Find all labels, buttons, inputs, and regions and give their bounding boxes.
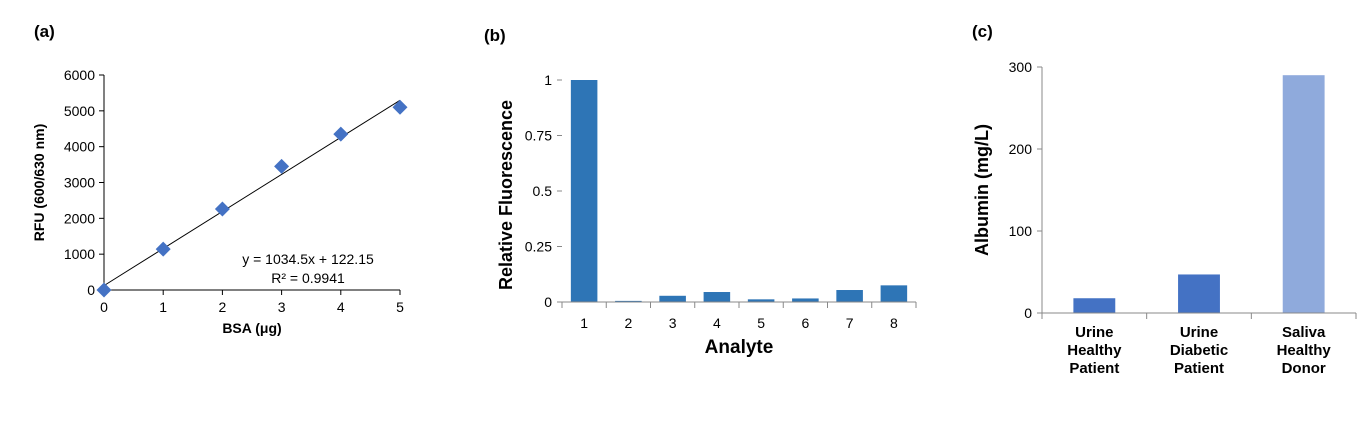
x-tick-label: 6 xyxy=(801,315,809,331)
bar xyxy=(792,298,819,302)
x-tick-label: 5 xyxy=(757,315,765,331)
x-tick-label: Patient xyxy=(1069,360,1119,377)
x-tick-label: Urine xyxy=(1075,324,1113,341)
r-squared-label: R² = 0.9941 xyxy=(271,270,345,286)
bar xyxy=(1282,75,1325,313)
x-tick-label: Patient xyxy=(1174,360,1224,377)
data-point xyxy=(274,158,290,174)
x-tick-label: Donor xyxy=(1282,360,1326,377)
panel-c: (c) 0 100 200 300 Urine Healthy Patient Urine Di… xyxy=(920,0,1361,416)
data-point xyxy=(392,99,408,115)
y-tick-label: 6000 xyxy=(64,67,95,83)
x-tick-label: Healthy xyxy=(1067,342,1122,359)
bar xyxy=(659,295,686,302)
data-point xyxy=(155,241,171,257)
bar xyxy=(703,292,731,302)
x-tick-label: 3 xyxy=(669,315,677,331)
bar xyxy=(880,285,908,302)
x-axis-title: Analyte xyxy=(705,337,774,358)
y-tick-label: 100 xyxy=(1009,223,1033,239)
panel-label-b: (b) xyxy=(484,26,506,45)
y-tick-label: 0 xyxy=(87,282,95,298)
y-tick-label: 4000 xyxy=(64,139,95,155)
y-tick-label: 0.75 xyxy=(525,128,552,144)
y-tick-label: 2000 xyxy=(64,210,95,226)
x-tick-label: 2 xyxy=(219,299,227,315)
y-tick-label: 200 xyxy=(1009,141,1033,157)
panel-b: (b) 0 0.25 0.5 0.75 1 1 2 3 4 5 6 7 8 Analyte Relative… xyxy=(450,0,920,416)
x-tick-label: Saliva xyxy=(1282,324,1326,341)
y-tick-label: 0.5 xyxy=(533,183,553,199)
y-axis-title: RFU (600/630 nm) xyxy=(31,124,47,241)
y-tick-label: 1 xyxy=(544,72,552,88)
x-tick-label: 4 xyxy=(713,315,721,331)
bar xyxy=(1073,298,1116,313)
x-tick-label: 8 xyxy=(890,315,898,331)
chart-c: 0100200300UrineHealthyPatientUrineDiabet… xyxy=(972,59,1357,377)
y-tick-label: 5000 xyxy=(64,103,95,119)
y-tick-label: 300 xyxy=(1009,59,1033,75)
x-tick-label: 1 xyxy=(580,315,588,331)
x-tick-label: Urine xyxy=(1180,324,1218,341)
x-tick-label: 7 xyxy=(846,315,854,331)
y-tick-label: 3000 xyxy=(64,175,95,191)
x-axis-title: BSA (μg) xyxy=(222,320,281,336)
y-tick-label: 0 xyxy=(544,294,552,310)
bar xyxy=(1178,274,1220,313)
panel-label-c: (c) xyxy=(972,22,993,41)
bar xyxy=(747,299,775,302)
x-tick-label: 5 xyxy=(396,299,404,315)
trendline xyxy=(103,99,401,287)
bar xyxy=(570,80,598,302)
y-tick-label: 0.25 xyxy=(525,239,552,255)
bar xyxy=(836,290,863,302)
panel-a: (a) 0 1000 2000 3000 4000 5000 6000 0 1 2 3 4 5 y = 1… xyxy=(0,0,450,416)
x-tick-label: 4 xyxy=(337,299,345,315)
x-tick-label: 0 xyxy=(100,299,108,315)
bar xyxy=(615,300,642,302)
panel-label-a: (a) xyxy=(34,22,55,41)
y-tick-label: 0 xyxy=(1024,305,1032,321)
x-tick-label: 1 xyxy=(159,299,167,315)
x-tick-label: Diabetic xyxy=(1170,342,1228,359)
x-tick-label: 2 xyxy=(624,315,632,331)
data-point xyxy=(333,126,349,142)
equation-label: y = 1034.5x + 122.15 xyxy=(242,251,374,267)
data-point xyxy=(214,201,230,217)
y-tick-label: 1000 xyxy=(64,246,95,262)
y-axis-title: Relative Fluorescence xyxy=(496,100,516,290)
chart-a: 0 1000 2000 3000 4000 5000 6000 0 1 2 3 4 5 y = 1034.… xyxy=(31,67,408,336)
x-tick-label: Healthy xyxy=(1277,342,1332,359)
chart-b: 0 0.25 0.5 0.75 1 1 2 3 4 5 6 7 8 Analyte Relative Flu… xyxy=(496,72,917,358)
data-point xyxy=(96,282,112,298)
x-tick-label: 3 xyxy=(278,299,286,315)
y-axis-title: Albumin (mg/L) xyxy=(972,124,992,256)
